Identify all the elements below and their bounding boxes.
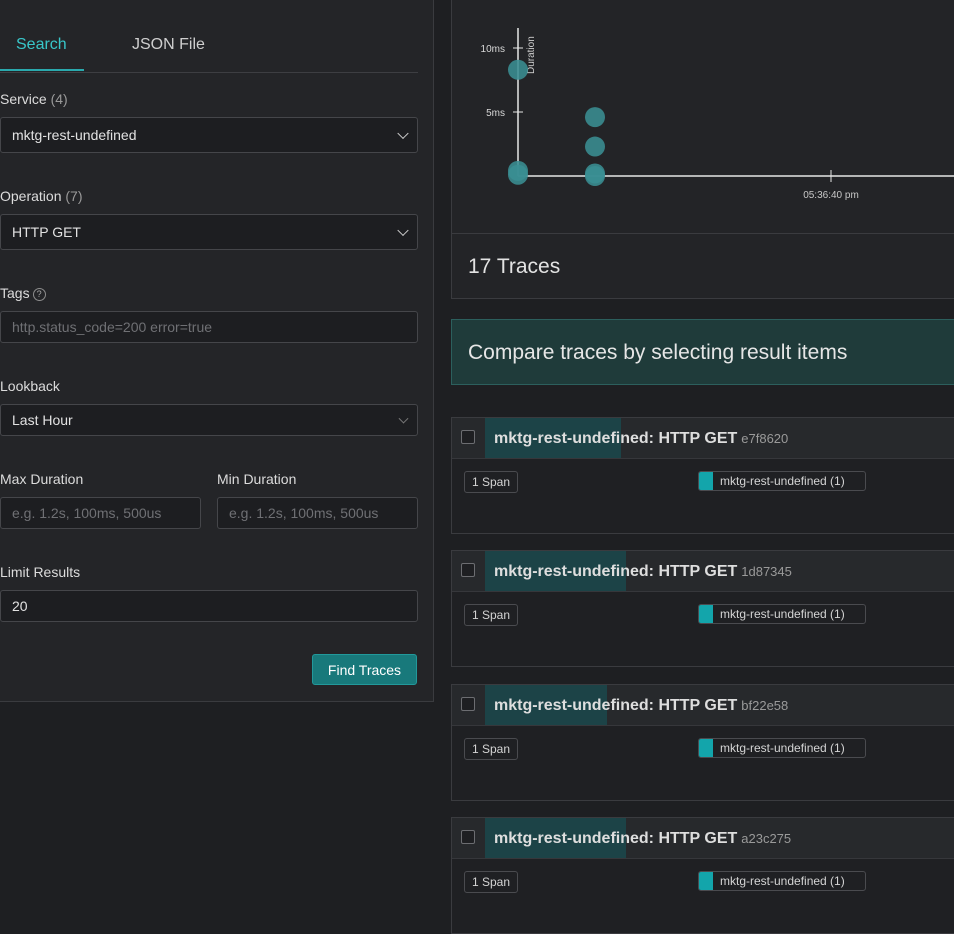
trace-header[interactable]: mktg-rest-undefined: HTTP GET a23c275	[452, 818, 954, 859]
trace-title-text: mktg-rest-undefined: HTTP GET	[494, 830, 738, 847]
trace-duration-bar	[485, 685, 607, 725]
service-badge-label: mktg-rest-undefined (1)	[720, 474, 845, 488]
chevron-down-icon	[397, 127, 409, 140]
min-duration-placeholder: e.g. 1.2s, 100ms, 500us	[229, 505, 379, 521]
trace-title-text: mktg-rest-undefined: HTTP GET	[494, 563, 738, 580]
lookback-select-value: Last Hour	[12, 412, 73, 428]
scatter-plot-card: Duration 10ms 5ms 05:36:40 pm	[451, 0, 954, 234]
trace-duration-bar	[485, 418, 621, 458]
trace-result-item[interactable]: mktg-rest-undefined: HTTP GET 1d87345 1 Sp…	[451, 550, 954, 667]
limit-results-label: Limit Results	[0, 564, 81, 580]
span-count-badge: 1 Span	[464, 871, 519, 893]
scatter-point[interactable]	[508, 59, 528, 80]
service-color-swatch	[699, 739, 713, 757]
max-duration-input[interactable]: e.g. 1.2s, 100ms, 500us	[0, 497, 201, 529]
tags-input-placeholder: http.status_code=200 error=true	[12, 319, 213, 335]
limit-results-input[interactable]: 20	[0, 590, 418, 622]
search-panel: Search JSON File Service (4) mktg-rest-u…	[0, 0, 434, 702]
tags-label: Tags?	[0, 285, 46, 301]
service-label: Service (4)	[0, 91, 68, 107]
scatter-point[interactable]	[585, 166, 605, 186]
trace-id: e7f8620	[741, 431, 789, 446]
scatter-point[interactable]	[585, 136, 605, 157]
find-traces-button[interactable]: Find Traces	[312, 654, 417, 685]
trace-header[interactable]: mktg-rest-undefined: HTTP GET e7f8620	[452, 418, 954, 459]
trace-id: a23c275	[741, 831, 792, 846]
span-count-badge: 1 Span	[464, 738, 519, 760]
trace-title[interactable]: mktg-rest-undefined: HTTP GET bf22e58	[494, 697, 788, 715]
trace-title-text: mktg-rest-undefined: HTTP GET	[494, 430, 738, 447]
service-badge-label: mktg-rest-undefined (1)	[720, 874, 845, 888]
trace-result-item[interactable]: mktg-rest-undefined: HTTP GET a23c275 1 Sp…	[451, 817, 954, 934]
trace-select-checkbox[interactable]	[461, 830, 475, 844]
limit-results-value: 20	[12, 598, 28, 614]
trace-id: bf22e58	[741, 698, 789, 713]
trace-result-item[interactable]: mktg-rest-undefined: HTTP GET e7f8620 1 Sp…	[451, 417, 954, 534]
trace-duration-bar	[485, 551, 626, 591]
trace-id: 1d87345	[741, 564, 792, 579]
service-color-swatch	[699, 872, 713, 890]
tab-json-file[interactable]: JSON File	[132, 36, 205, 53]
y-tick-label: 5ms	[486, 108, 505, 119]
trace-title-text: mktg-rest-undefined: HTTP GET	[494, 697, 738, 714]
trace-count-card: 17 Traces	[451, 233, 954, 299]
scatter-plot[interactable]: Duration 10ms 5ms 05:36:40 pm	[452, 0, 954, 233]
operation-count: (7)	[65, 188, 83, 204]
trace-title[interactable]: mktg-rest-undefined: HTTP GET a23c275	[494, 830, 791, 848]
service-badge: mktg-rest-undefined (1)	[698, 604, 866, 624]
compare-message: Compare traces by selecting result items	[468, 341, 848, 364]
trace-header[interactable]: mktg-rest-undefined: HTTP GET 1d87345	[452, 551, 954, 592]
service-badge: mktg-rest-undefined (1)	[698, 471, 866, 491]
y-tick-label: 10ms	[481, 44, 505, 55]
trace-count: 17 Traces	[468, 255, 561, 278]
service-badge: mktg-rest-undefined (1)	[698, 871, 866, 891]
operation-select[interactable]: HTTP GET	[0, 214, 418, 250]
compare-banner: Compare traces by selecting result items	[451, 319, 954, 385]
chevron-down-icon	[397, 224, 409, 237]
max-duration-label: Max Duration	[0, 471, 84, 487]
trace-header[interactable]: mktg-rest-undefined: HTTP GET bf22e58	[452, 685, 954, 726]
tags-input[interactable]: http.status_code=200 error=true	[0, 311, 418, 343]
trace-duration-bar	[485, 818, 626, 858]
trace-select-checkbox[interactable]	[461, 430, 475, 444]
operation-label: Operation (7)	[0, 188, 83, 204]
max-duration-placeholder: e.g. 1.2s, 100ms, 500us	[12, 505, 162, 521]
service-select[interactable]: mktg-rest-undefined	[0, 117, 418, 153]
service-count: (4)	[50, 91, 68, 107]
min-duration-input[interactable]: e.g. 1.2s, 100ms, 500us	[217, 497, 418, 529]
lookback-label: Lookback	[0, 378, 60, 394]
trace-title[interactable]: mktg-rest-undefined: HTTP GET e7f8620	[494, 430, 788, 448]
active-tab-indicator	[0, 69, 84, 71]
tab-search[interactable]: Search	[16, 36, 67, 53]
y-axis-label: Duration	[526, 36, 537, 74]
service-color-swatch	[699, 472, 713, 490]
trace-select-checkbox[interactable]	[461, 697, 475, 711]
scatter-point[interactable]	[585, 107, 605, 128]
service-badge-label: mktg-rest-undefined (1)	[720, 607, 845, 621]
scatter-point[interactable]	[508, 164, 528, 185]
span-count-badge: 1 Span	[464, 604, 519, 626]
operation-select-value: HTTP GET	[12, 224, 81, 240]
service-badge-label: mktg-rest-undefined (1)	[720, 741, 845, 755]
chevron-down-icon	[398, 413, 409, 424]
trace-title[interactable]: mktg-rest-undefined: HTTP GET 1d87345	[494, 563, 792, 581]
service-badge: mktg-rest-undefined (1)	[698, 738, 866, 758]
trace-result-item[interactable]: mktg-rest-undefined: HTTP GET bf22e58 1 Sp…	[451, 684, 954, 801]
search-tabs: Search JSON File	[0, 0, 418, 73]
span-count-badge: 1 Span	[464, 471, 519, 493]
service-select-value: mktg-rest-undefined	[12, 127, 137, 143]
service-color-swatch	[699, 605, 713, 623]
help-icon[interactable]: ?	[32, 288, 46, 301]
x-tick-label: 05:36:40 pm	[803, 190, 859, 201]
min-duration-label: Min Duration	[217, 471, 297, 487]
lookback-select[interactable]: Last Hour	[0, 404, 418, 436]
trace-select-checkbox[interactable]	[461, 563, 475, 577]
